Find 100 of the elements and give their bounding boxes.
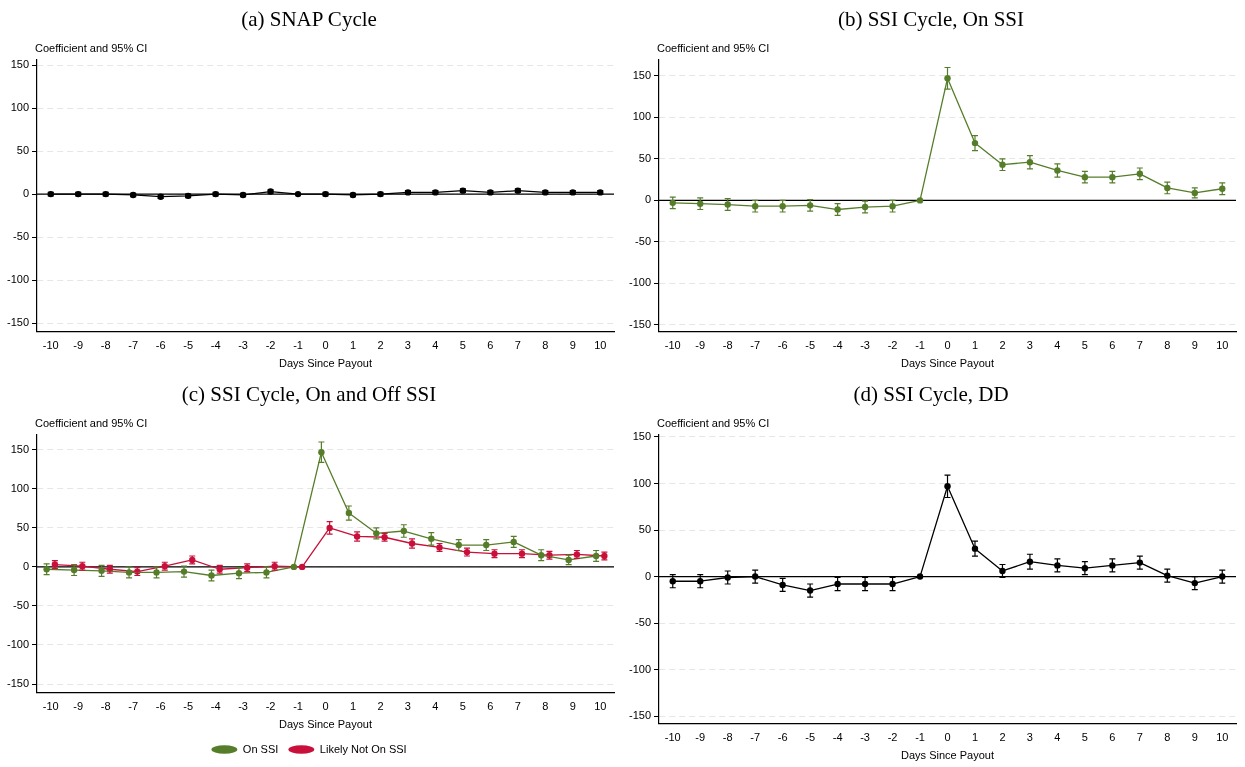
y-tick-label: -50 xyxy=(635,234,652,247)
y-tick-label: 150 xyxy=(10,442,30,455)
y-tick-label: 100 xyxy=(632,110,652,123)
y-tick-label: -50 xyxy=(13,230,30,243)
y-tick-label: -100 xyxy=(6,273,30,286)
y-tick-label: -150 xyxy=(6,316,30,329)
legend-label: On SSI xyxy=(242,742,279,755)
x-tick-label: 9 xyxy=(569,339,576,352)
legend-label: Likely Not On SSI xyxy=(319,742,407,755)
y-tick-label: -100 xyxy=(6,638,30,651)
x-tick-label: -2 xyxy=(265,339,276,352)
x-tick-label: 9 xyxy=(569,700,576,713)
x-tick-label: 3 xyxy=(404,700,411,713)
x-tick-label: -1 xyxy=(293,700,303,713)
x-tick-label: -7 xyxy=(128,700,139,713)
x-tick-label: -8 xyxy=(100,339,111,352)
y-tick-label: 150 xyxy=(10,58,30,71)
y-axis-title: Coefficient and 95% CI xyxy=(657,416,770,429)
x-tick-label: 0 xyxy=(322,339,329,352)
x-tick-label: -4 xyxy=(210,339,221,352)
x-tick-label: -4 xyxy=(832,339,843,352)
x-tick-label: 10 xyxy=(594,700,607,713)
x-tick-label: -9 xyxy=(695,339,706,352)
x-tick-label: 4 xyxy=(1054,731,1061,744)
x-tick-label: 3 xyxy=(1026,731,1033,744)
y-axis-title: Coefficient and 95% CI xyxy=(657,41,770,54)
x-axis-title: Days Since Payout xyxy=(279,357,372,370)
x-tick-label: -10 xyxy=(664,731,681,744)
x-tick-label: 1 xyxy=(349,339,357,352)
x-tick-label: 10 xyxy=(1216,339,1229,352)
x-tick-label: -9 xyxy=(695,731,706,744)
x-tick-label: 0 xyxy=(322,700,329,713)
x-tick-label: 0 xyxy=(944,339,951,352)
y-tick-label: 0 xyxy=(644,569,652,582)
x-tick-label: -5 xyxy=(805,731,816,744)
y-axis-title: Coefficient and 95% CI xyxy=(35,41,148,54)
x-tick-label: 5 xyxy=(1081,339,1088,352)
x-tick-label: -7 xyxy=(128,339,139,352)
x-tick-label: 2 xyxy=(377,339,384,352)
x-axis-title: Days Since Payout xyxy=(901,357,994,370)
y-tick-label: 50 xyxy=(638,151,652,164)
y-tick-label: -50 xyxy=(13,598,30,611)
x-tick-label: 9 xyxy=(1191,339,1198,352)
x-tick-label: -5 xyxy=(183,700,194,713)
x-tick-label: -2 xyxy=(265,700,276,713)
x-tick-label: 3 xyxy=(1026,339,1033,352)
x-tick-label: 8 xyxy=(542,339,549,352)
y-tick-label: 0 xyxy=(22,559,30,572)
x-tick-label: -10 xyxy=(664,339,681,352)
y-tick-label: -100 xyxy=(628,662,652,675)
y-tick-label: 100 xyxy=(10,481,30,494)
x-tick-label: -1 xyxy=(915,731,925,744)
x-tick-label: 6 xyxy=(1109,731,1116,744)
x-tick-label: 2 xyxy=(999,339,1006,352)
y-tick-label: -150 xyxy=(628,317,652,330)
x-tick-label: 6 xyxy=(487,700,494,713)
y-tick-label: 50 xyxy=(638,523,652,536)
x-tick-label: 2 xyxy=(999,731,1006,744)
x-axis-title: Days Since Payout xyxy=(901,749,994,762)
x-tick-label: -9 xyxy=(73,700,84,713)
x-tick-label: -5 xyxy=(805,339,816,352)
x-tick-label: -9 xyxy=(73,339,84,352)
chart-title: (c) SSI Cycle, On and Off SSI xyxy=(181,382,437,407)
y-tick-label: -150 xyxy=(6,677,30,690)
x-tick-label: 8 xyxy=(542,700,549,713)
x-tick-label: 10 xyxy=(594,339,607,352)
x-tick-label: -4 xyxy=(210,700,221,713)
chart-title: (d) SSI Cycle, DD xyxy=(853,382,1009,407)
x-tick-label: 4 xyxy=(432,700,439,713)
x-axis-title: Days Since Payout xyxy=(279,718,372,731)
x-tick-label: -6 xyxy=(777,339,788,352)
x-tick-label: -2 xyxy=(887,339,898,352)
x-tick-label: 9 xyxy=(1191,731,1198,744)
y-tick-label: 0 xyxy=(22,187,30,200)
y-tick-label: 100 xyxy=(10,101,30,114)
chart-title: (a) SNAP Cycle xyxy=(241,7,377,32)
x-tick-label: 7 xyxy=(1136,731,1143,744)
x-tick-label: 1 xyxy=(349,700,357,713)
x-tick-label: -8 xyxy=(722,731,733,744)
x-tick-label: -6 xyxy=(777,731,788,744)
y-tick-label: -150 xyxy=(628,709,652,722)
x-tick-label: -10 xyxy=(42,700,59,713)
x-tick-label: 1 xyxy=(971,731,979,744)
y-tick-label: 100 xyxy=(632,476,652,489)
x-tick-label: 1 xyxy=(971,339,979,352)
x-tick-label: 7 xyxy=(514,700,521,713)
x-tick-label: 10 xyxy=(1216,731,1229,744)
x-tick-label: -2 xyxy=(887,731,898,744)
x-tick-label: 5 xyxy=(1081,731,1088,744)
x-tick-label: 0 xyxy=(944,731,951,744)
y-tick-label: 50 xyxy=(16,520,30,533)
x-tick-label: 7 xyxy=(1136,339,1143,352)
x-tick-label: -8 xyxy=(100,700,111,713)
y-tick-label: -50 xyxy=(635,616,652,629)
y-tick-label: 50 xyxy=(16,144,30,157)
x-tick-label: 4 xyxy=(1054,339,1061,352)
x-tick-label: 5 xyxy=(459,339,466,352)
y-tick-label: 0 xyxy=(644,193,652,206)
x-tick-label: -7 xyxy=(750,731,761,744)
x-tick-label: 6 xyxy=(1109,339,1116,352)
